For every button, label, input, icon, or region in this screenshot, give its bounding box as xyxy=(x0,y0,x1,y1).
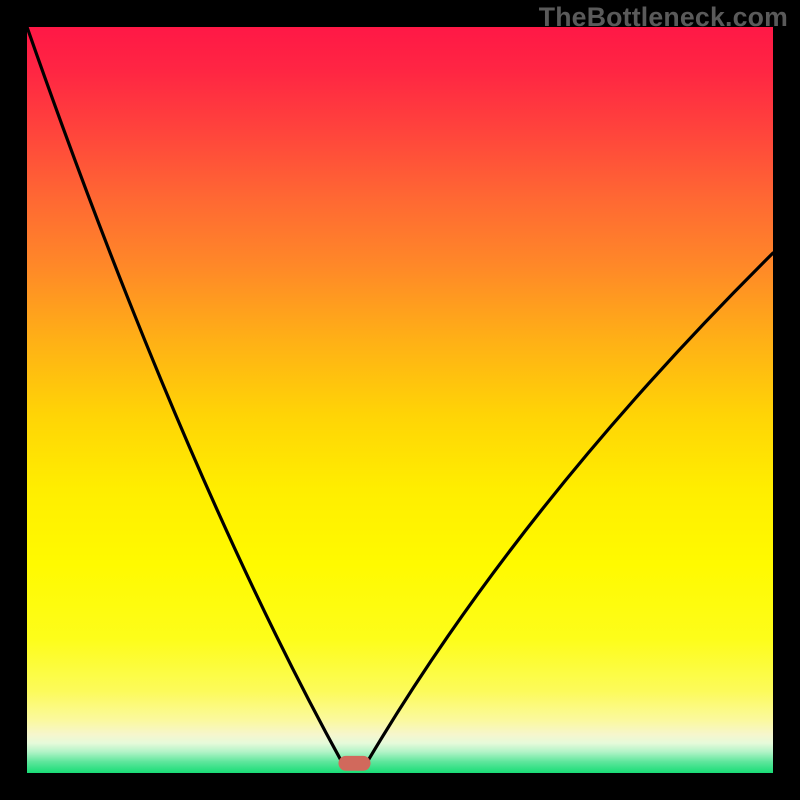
bottleneck-chart xyxy=(0,0,800,800)
chart-frame: TheBottleneck.com xyxy=(0,0,800,800)
optimal-marker xyxy=(338,756,370,771)
watermark-text: TheBottleneck.com xyxy=(539,2,788,33)
gradient-background xyxy=(27,27,773,773)
